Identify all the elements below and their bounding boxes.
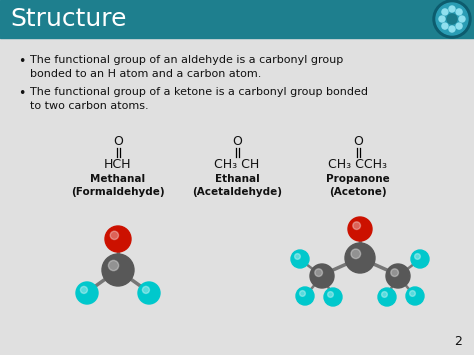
Circle shape <box>447 14 457 24</box>
Bar <box>0 0 474 38</box>
Circle shape <box>433 0 471 38</box>
Circle shape <box>391 269 399 277</box>
Circle shape <box>439 16 445 22</box>
Circle shape <box>296 287 314 305</box>
Text: HCH: HCH <box>104 158 132 171</box>
Circle shape <box>76 282 98 304</box>
Text: bonded to an H atom and a carbon atom.: bonded to an H atom and a carbon atom. <box>30 69 261 79</box>
Circle shape <box>459 16 465 22</box>
Circle shape <box>449 26 455 32</box>
Text: Propanone
(Acetone): Propanone (Acetone) <box>326 174 390 197</box>
Circle shape <box>328 291 333 297</box>
Circle shape <box>415 253 420 260</box>
Circle shape <box>102 254 134 286</box>
Text: CH₃ CH: CH₃ CH <box>214 158 260 171</box>
Text: The functional group of a ketone is a carbonyl group bonded: The functional group of a ketone is a ca… <box>30 87 368 97</box>
Text: •: • <box>18 55 26 68</box>
Circle shape <box>109 261 118 271</box>
Circle shape <box>138 282 160 304</box>
Circle shape <box>300 291 305 296</box>
Circle shape <box>105 226 131 252</box>
Circle shape <box>442 23 448 29</box>
Text: CH₃ CCH₃: CH₃ CCH₃ <box>328 158 388 171</box>
Circle shape <box>291 250 309 268</box>
Circle shape <box>81 286 87 294</box>
Circle shape <box>142 286 149 294</box>
Circle shape <box>449 6 455 12</box>
Circle shape <box>442 9 448 15</box>
Circle shape <box>324 288 342 306</box>
Text: Methanal
(Formaldehyde): Methanal (Formaldehyde) <box>71 174 165 197</box>
Circle shape <box>310 264 334 288</box>
Text: to two carbon atoms.: to two carbon atoms. <box>30 101 149 111</box>
Circle shape <box>382 291 387 297</box>
Circle shape <box>348 217 372 241</box>
Text: Structure: Structure <box>10 7 127 31</box>
Circle shape <box>406 287 424 305</box>
Circle shape <box>351 249 361 258</box>
Circle shape <box>353 222 361 229</box>
Text: Ethanal
(Acetaldehyde): Ethanal (Acetaldehyde) <box>192 174 282 197</box>
Circle shape <box>345 243 375 273</box>
Text: The functional group of an aldehyde is a carbonyl group: The functional group of an aldehyde is a… <box>30 55 343 65</box>
Circle shape <box>456 9 462 15</box>
Circle shape <box>456 23 462 29</box>
Circle shape <box>410 291 415 296</box>
Text: O: O <box>113 135 123 148</box>
Text: O: O <box>353 135 363 148</box>
Text: O: O <box>232 135 242 148</box>
Circle shape <box>436 3 468 35</box>
Circle shape <box>386 264 410 288</box>
Circle shape <box>378 288 396 306</box>
Circle shape <box>110 231 118 240</box>
Text: 2: 2 <box>454 335 462 348</box>
Circle shape <box>315 269 322 277</box>
Text: •: • <box>18 87 26 100</box>
Circle shape <box>295 253 301 260</box>
Circle shape <box>411 250 429 268</box>
